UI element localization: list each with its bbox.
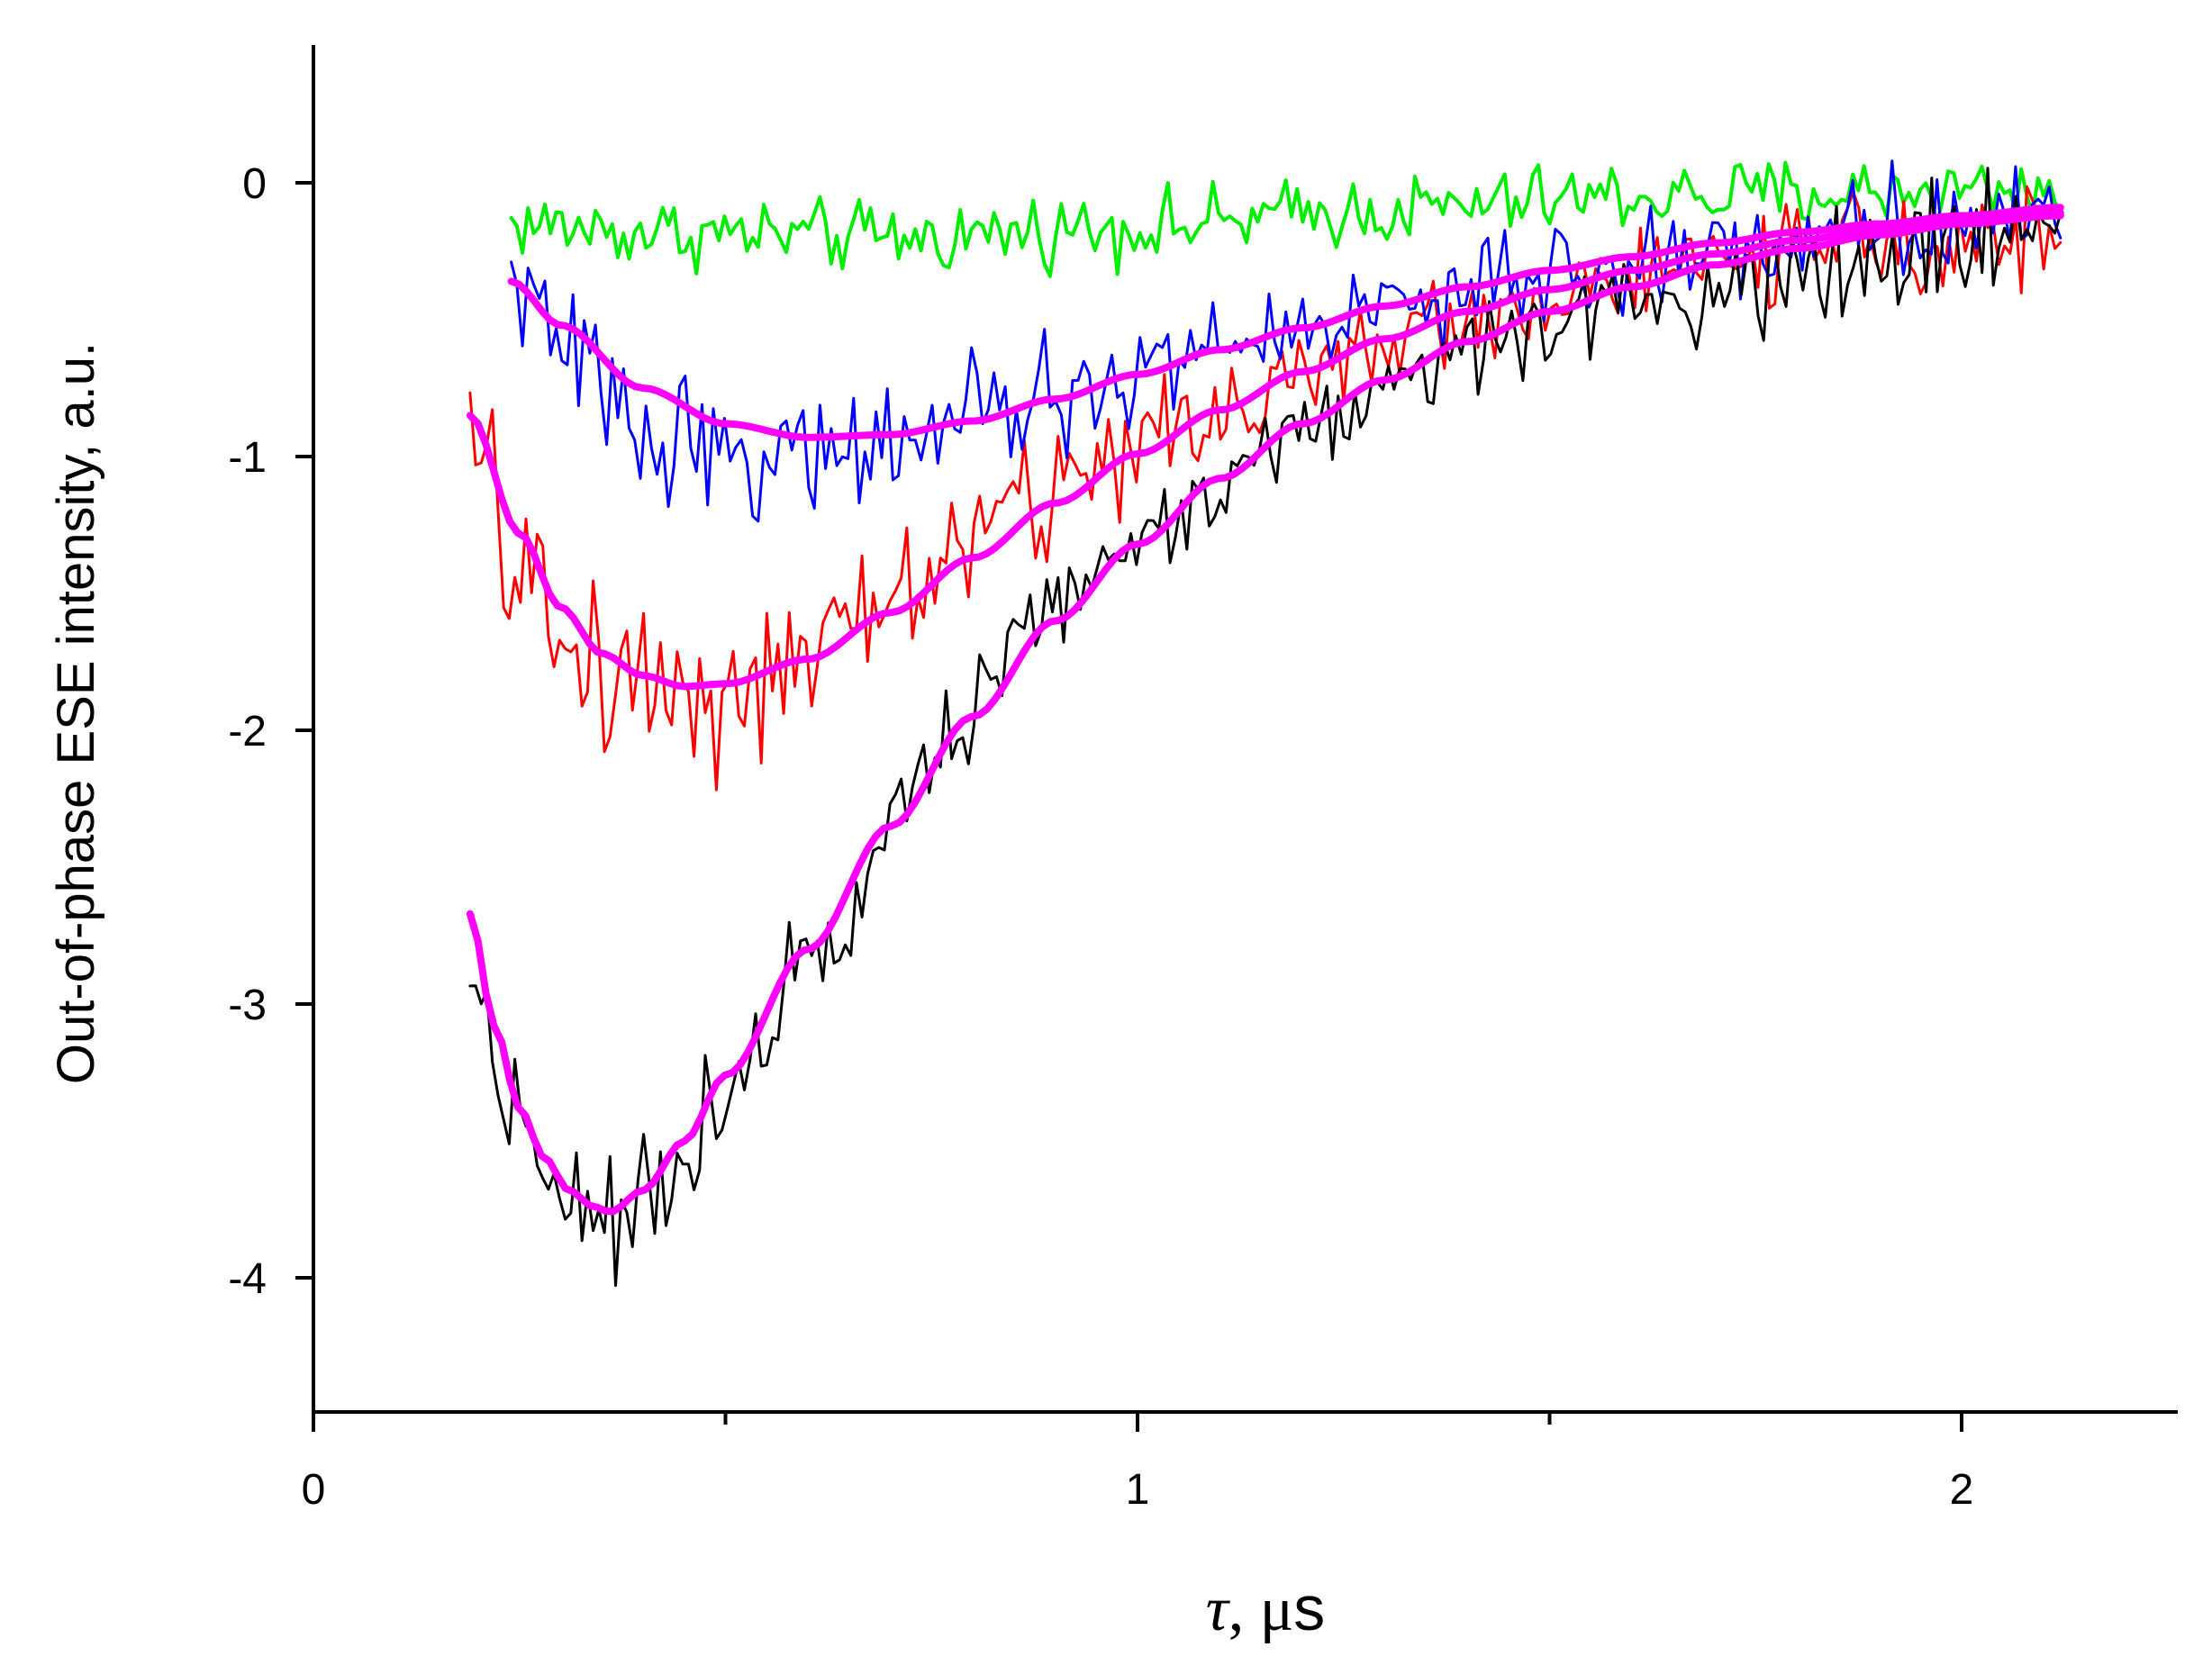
y-tick-label: 0 <box>242 160 267 208</box>
fit-curve-line <box>466 209 2064 691</box>
data-series-line <box>509 160 2062 278</box>
x-axis-title-separator: , μ <box>1228 1575 1294 1644</box>
series-layer <box>466 159 2064 1288</box>
data-series-line <box>510 159 2062 523</box>
x-tick-label: 1 <box>1126 1466 1150 1514</box>
x-tick-label: 2 <box>1950 1466 1974 1514</box>
y-tick-label: -3 <box>228 982 267 1029</box>
x-axis-title-symbol: τ <box>1206 1575 1231 1644</box>
x-axis-title-unit: s <box>1293 1573 1325 1643</box>
y-tick-label: -1 <box>228 434 267 482</box>
data-series-line <box>468 185 2062 792</box>
fit-curve-line <box>507 204 2064 441</box>
x-axis-title: τ, μs <box>1206 1573 1326 1644</box>
fit-curve-line <box>466 212 2064 1216</box>
x-tick-label: 0 <box>302 1466 326 1514</box>
data-series-line <box>468 167 2062 1288</box>
y-tick-label: -4 <box>228 1255 267 1303</box>
y-axis-title: Out-of-phase ESE intensity, a.u. <box>47 342 105 1084</box>
ticks-layer: 0 -1 -2 -3 -4 0 1 2 <box>228 160 1973 1514</box>
y-tick-label: -2 <box>228 708 267 756</box>
